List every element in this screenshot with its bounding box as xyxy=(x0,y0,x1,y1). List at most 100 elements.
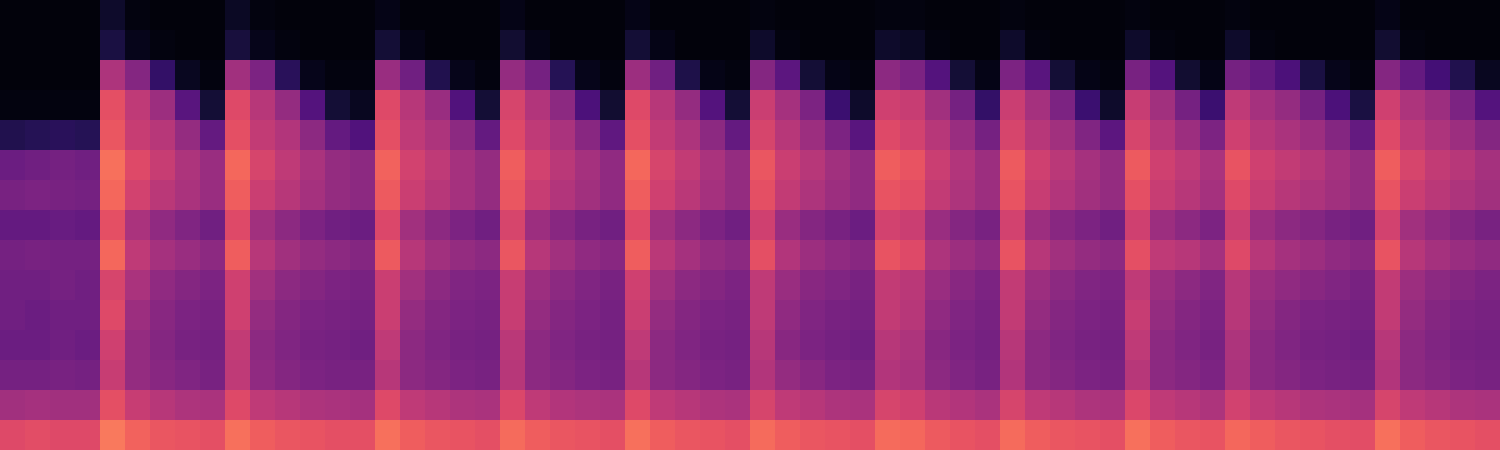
heatmap-cell xyxy=(600,330,626,361)
heatmap-cell xyxy=(1175,270,1201,301)
heatmap-cell xyxy=(1050,60,1076,91)
heatmap-cell xyxy=(1250,240,1276,271)
heatmap-cell xyxy=(1425,150,1451,181)
heatmap-cell xyxy=(1275,270,1301,301)
heatmap-cell xyxy=(675,240,701,271)
heatmap-cell xyxy=(1250,360,1276,391)
heatmap-cell xyxy=(1275,210,1301,241)
heatmap-cell xyxy=(900,390,926,421)
heatmap-cell xyxy=(1125,330,1151,361)
heatmap-cell xyxy=(275,270,301,301)
heatmap-cell xyxy=(125,360,151,391)
heatmap-cell xyxy=(1225,360,1251,391)
heatmap-cell xyxy=(750,0,776,31)
heatmap-cell xyxy=(1100,330,1126,361)
heatmap-cell xyxy=(825,270,851,301)
heatmap-cell xyxy=(1225,390,1251,421)
heatmap-cell xyxy=(325,120,351,151)
heatmap-cell xyxy=(775,240,801,271)
heatmap-cell xyxy=(1350,270,1376,301)
heatmap-cell xyxy=(725,390,751,421)
heatmap-cell xyxy=(950,0,976,31)
heatmap-cell xyxy=(1200,180,1226,211)
heatmap-cell xyxy=(700,360,726,391)
heatmap-cell xyxy=(1300,30,1326,61)
heatmap-cell xyxy=(125,300,151,331)
heatmap-cell xyxy=(400,30,426,61)
heatmap-cell xyxy=(1050,300,1076,331)
heatmap-cell xyxy=(750,150,776,181)
heatmap-cell xyxy=(175,420,201,450)
heatmap-cell xyxy=(1300,270,1326,301)
heatmap-cell xyxy=(1425,270,1451,301)
heatmap-cell xyxy=(900,210,926,241)
heatmap-cell xyxy=(800,150,826,181)
heatmap-cell xyxy=(125,330,151,361)
heatmap-cell xyxy=(100,420,126,450)
heatmap-cell xyxy=(100,180,126,211)
heatmap-cell xyxy=(1275,0,1301,31)
heatmap-cell xyxy=(1375,390,1401,421)
heatmap-cell xyxy=(100,270,126,301)
heatmap-cell xyxy=(975,60,1001,91)
heatmap-cell xyxy=(1400,270,1426,301)
heatmap-cell xyxy=(775,150,801,181)
heatmap-cell xyxy=(775,300,801,331)
heatmap-cell xyxy=(0,60,26,91)
heatmap-cell xyxy=(175,360,201,391)
heatmap-cell xyxy=(1325,30,1351,61)
heatmap-cell xyxy=(175,120,201,151)
heatmap-cell xyxy=(700,240,726,271)
heatmap-cell xyxy=(1450,150,1476,181)
heatmap-cell xyxy=(725,30,751,61)
heatmap-cell xyxy=(1175,240,1201,271)
heatmap-cell xyxy=(300,240,326,271)
heatmap-cell xyxy=(1250,120,1276,151)
heatmap-cell xyxy=(600,300,626,331)
heatmap-cell xyxy=(375,360,401,391)
heatmap-cell xyxy=(1400,300,1426,331)
heatmap-cell xyxy=(1300,150,1326,181)
heatmap-cell xyxy=(375,30,401,61)
heatmap-cell xyxy=(1075,390,1101,421)
heatmap-cell xyxy=(850,30,876,61)
heatmap-cell xyxy=(1050,270,1076,301)
heatmap-cell xyxy=(125,420,151,450)
heatmap-cell xyxy=(250,120,276,151)
heatmap-cell xyxy=(925,240,951,271)
heatmap-cell xyxy=(1125,60,1151,91)
heatmap-cell xyxy=(325,360,351,391)
heatmap-cell xyxy=(850,240,876,271)
heatmap-cell xyxy=(400,150,426,181)
heatmap-cell xyxy=(1325,210,1351,241)
heatmap-cell xyxy=(1450,90,1476,121)
heatmap-cell xyxy=(125,120,151,151)
heatmap-cell xyxy=(600,240,626,271)
heatmap-cell xyxy=(275,210,301,241)
heatmap-cell xyxy=(1450,60,1476,91)
heatmap-cell xyxy=(1475,360,1500,391)
heatmap-cell xyxy=(1475,390,1500,421)
heatmap-cell xyxy=(500,60,526,91)
heatmap-cell xyxy=(200,0,226,31)
heatmap-cell xyxy=(1450,390,1476,421)
heatmap-cell xyxy=(1400,90,1426,121)
heatmap-cell xyxy=(975,90,1001,121)
heatmap-cell xyxy=(525,330,551,361)
heatmap-cell xyxy=(1425,420,1451,450)
heatmap-cell xyxy=(75,150,101,181)
heatmap-cell xyxy=(1350,420,1376,450)
heatmap-cell xyxy=(1425,240,1451,271)
plot-background xyxy=(0,0,1500,450)
heatmap-cell xyxy=(1225,240,1251,271)
heatmap-cell xyxy=(150,330,176,361)
heatmap-cell xyxy=(450,120,476,151)
heatmap-cell xyxy=(1175,120,1201,151)
heatmap-cell xyxy=(700,150,726,181)
heatmap-cell xyxy=(275,30,301,61)
heatmap-cell xyxy=(1225,30,1251,61)
heatmap-cell xyxy=(850,60,876,91)
heatmap-cell xyxy=(575,90,601,121)
heatmap-cell xyxy=(1425,180,1451,211)
heatmap-cell xyxy=(0,270,26,301)
